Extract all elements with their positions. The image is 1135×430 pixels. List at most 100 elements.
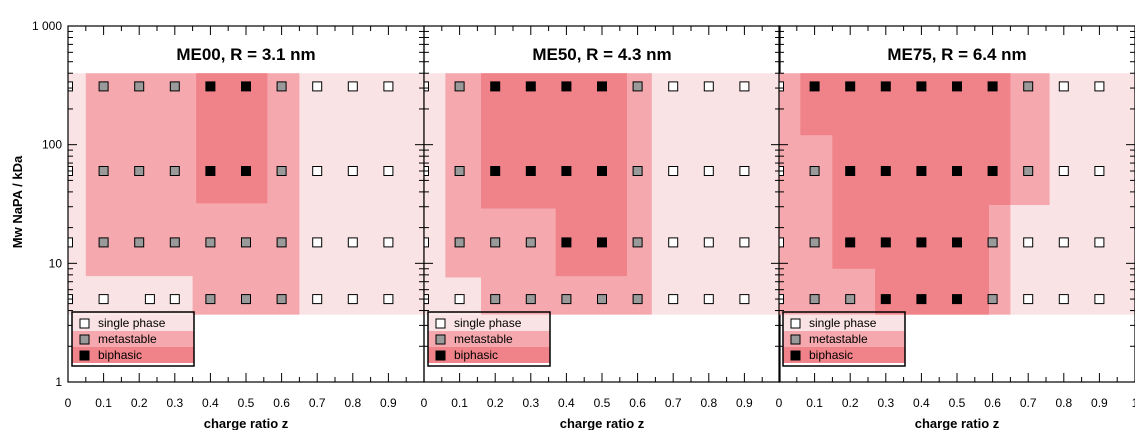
metastable-marker <box>134 166 145 176</box>
legend-row-bg <box>428 331 550 347</box>
metastable-marker <box>169 237 180 248</box>
biphasic-marker <box>952 81 962 92</box>
legend-frame <box>71 311 195 367</box>
biphasic-marker <box>490 81 501 92</box>
biphasic-region <box>800 73 1011 315</box>
metastable-marker <box>525 294 536 305</box>
legend-marker <box>790 318 801 329</box>
metastable-marker <box>454 81 465 92</box>
phase-regions <box>424 73 780 315</box>
biphasic-marker <box>241 81 251 92</box>
x-tick-label: 0.1 <box>806 396 823 410</box>
metastable-marker <box>276 166 287 176</box>
metastable-marker <box>632 237 643 248</box>
legend-label: biphasic <box>454 348 498 362</box>
phase-regions <box>68 73 424 315</box>
metastable-marker <box>525 237 536 248</box>
biphasic-region <box>196 73 268 204</box>
single-phase-marker <box>779 237 784 248</box>
single-phase-marker <box>703 237 714 248</box>
biphasic-marker <box>987 81 998 92</box>
data-markers <box>779 81 1105 305</box>
metastable-marker <box>276 81 287 92</box>
legend-frame <box>782 311 906 367</box>
single-phase-marker <box>1094 81 1105 92</box>
x-tick-label: 0.6 <box>273 396 290 410</box>
metastable-marker <box>845 294 856 305</box>
metastable-marker <box>276 237 287 248</box>
metastable-marker <box>276 294 287 305</box>
biphasic-region <box>481 73 627 277</box>
biphasic-marker <box>916 294 927 305</box>
metastable-marker <box>632 294 643 305</box>
biphasic-marker <box>490 166 501 176</box>
biphasic-marker <box>880 166 891 176</box>
single-phase-marker <box>383 166 394 176</box>
metastable-marker <box>134 237 145 248</box>
y-axis-label: Mw NaPA / kDa <box>10 155 25 248</box>
biphasic-marker <box>597 81 607 92</box>
metastable-marker <box>809 237 820 248</box>
metastable-marker <box>632 166 643 176</box>
legend-label: single phase <box>809 316 877 330</box>
legend: single phase metastable biphasic <box>782 311 906 367</box>
biphasic-marker <box>952 237 962 248</box>
biphasic-marker <box>561 166 572 176</box>
x-tick-label: 0 <box>421 396 428 410</box>
single-phase-marker <box>1094 294 1105 305</box>
single-phase-marker <box>169 294 180 305</box>
legend-label: metastable <box>454 332 513 346</box>
metastable-marker <box>561 294 572 305</box>
phase-regions <box>779 73 1135 315</box>
biphasic-marker <box>916 166 927 176</box>
legend-label: single phase <box>454 316 522 330</box>
x-tick-label: 0.2 <box>842 396 859 410</box>
single-phase-marker <box>739 237 750 248</box>
single-phase-marker <box>1058 166 1069 176</box>
legend-row-bg <box>783 347 905 363</box>
single-phase-marker <box>312 237 323 248</box>
chart-title: ME75, R = 6.4 nm <box>887 45 1026 64</box>
metastable-marker <box>205 237 216 248</box>
metastable-marker <box>987 237 998 248</box>
single-phase-marker <box>347 237 358 248</box>
single-phase-marker <box>98 294 109 305</box>
y-tick-label: 1 000 <box>32 19 62 33</box>
x-tick-label: 0.5 <box>594 396 611 410</box>
single-phase-marker <box>1058 237 1069 248</box>
biphasic-marker <box>916 237 927 248</box>
single-phase-marker <box>312 81 323 92</box>
x-tick-label: 0.6 <box>629 396 646 410</box>
biphasic-marker <box>952 166 962 176</box>
x-tick-label: 0 <box>776 396 783 410</box>
legend-label: biphasic <box>809 348 853 362</box>
single-phase-marker <box>68 237 73 248</box>
single-phase-marker <box>779 81 784 92</box>
x-tick-label: 0 <box>65 396 72 410</box>
biphasic-marker <box>880 81 891 92</box>
metastable-marker <box>490 294 501 305</box>
legend-label: metastable <box>809 332 868 346</box>
x-tick-label: 0.2 <box>131 396 148 410</box>
legend-row-bg <box>72 331 194 347</box>
single-phase-marker <box>454 294 465 305</box>
biphasic-marker <box>597 237 607 248</box>
legend-label: single phase <box>98 316 166 330</box>
single-phase-marker <box>424 237 429 248</box>
biphasic-marker <box>525 81 536 92</box>
single-phase-marker <box>1094 166 1105 176</box>
single-phase-marker <box>347 294 358 305</box>
x-axis-label: charge ratio z <box>560 416 645 430</box>
x-tick-label: 0.5 <box>949 396 966 410</box>
chart-panel-2: 0 0.1 0.2 0.3 0.4 0.5 0.6 0.7 0.8 0.9 ME50, R = 4.… <box>421 25 781 430</box>
metastable-marker <box>169 166 180 176</box>
biphasic-marker <box>845 237 856 248</box>
single-phase-marker <box>312 294 323 305</box>
single-phase-marker <box>1023 237 1034 248</box>
single-phase-marker <box>1058 294 1069 305</box>
legend: single phase metastable biphasic <box>427 311 551 367</box>
legend-marker <box>790 334 801 345</box>
legend-marker <box>435 350 446 361</box>
metastable-marker <box>987 294 998 305</box>
